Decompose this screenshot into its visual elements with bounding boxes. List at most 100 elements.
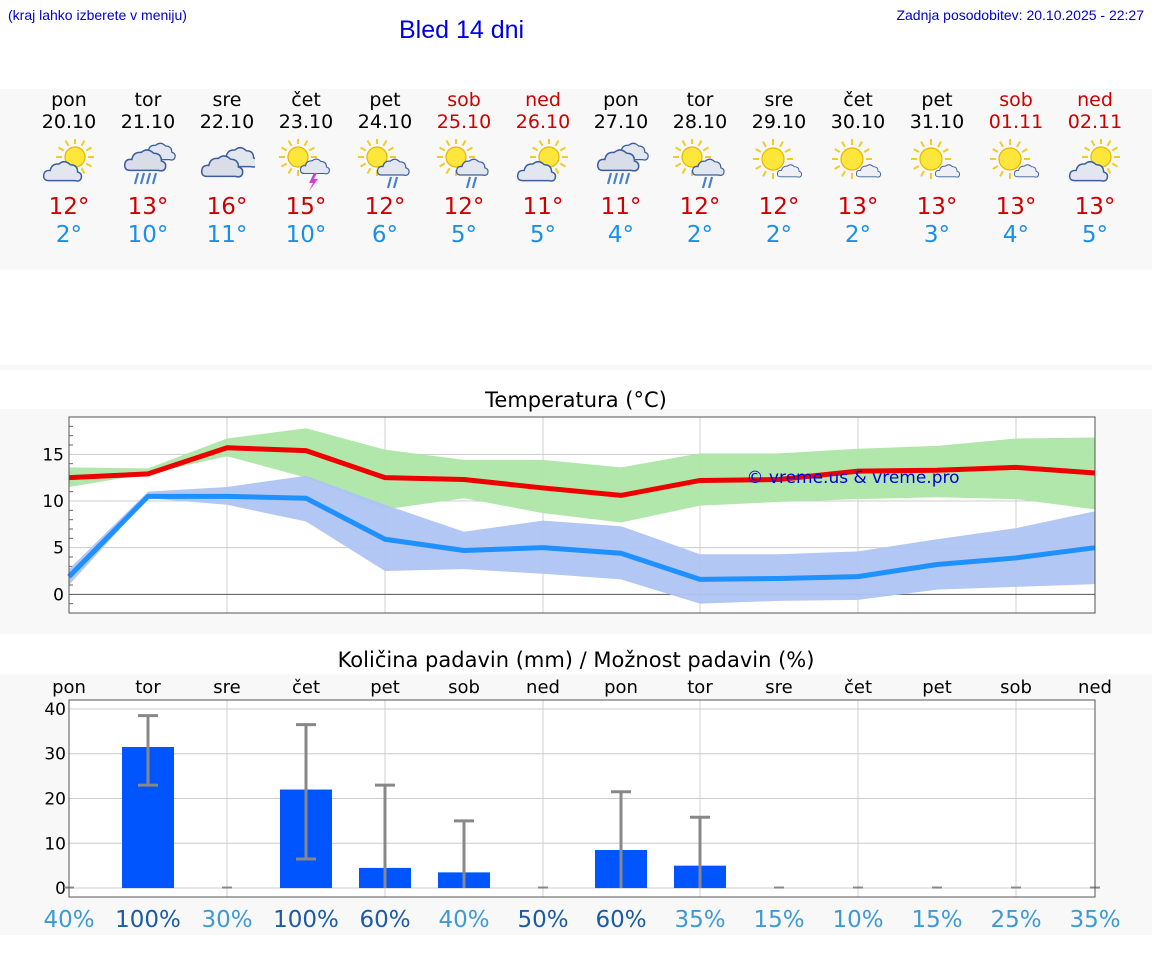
last-updated: Zadnja posodobitev: 20.10.2025 - 22:27 <box>896 7 1144 23</box>
day-forecast: ned 02.11 13° 5° <box>1055 89 1135 249</box>
day-forecast: ned 26.10 11° 5° <box>503 89 583 249</box>
low-temp: 10° <box>285 222 327 248</box>
day-forecast: pon 20.10 12° 2° <box>29 89 109 249</box>
precipitation-chart: pon tor sre čet pet sob ned pon tor sre čet pet sob n… <box>43 677 1120 933</box>
day-forecast: pet 31.10 13° 3° <box>897 89 977 249</box>
x-day-label: čet <box>292 677 320 698</box>
cloudy-heavy-rain-icon <box>593 139 649 191</box>
day-name: pon <box>603 89 639 111</box>
high-temp: 12° <box>679 194 721 220</box>
precip-probability: 60% <box>359 907 410 933</box>
precip-probability: 35% <box>674 907 725 933</box>
day-forecast: čet 30.10 13° 2° <box>818 89 898 249</box>
plot-frame <box>68 699 1096 898</box>
day-forecast: sre 29.10 12° 2° <box>739 89 819 249</box>
day-name: sob <box>999 89 1033 111</box>
precip-probability: 35% <box>1069 907 1120 933</box>
precip-probability: 30% <box>201 907 252 933</box>
day-date: 20.10 <box>41 111 97 133</box>
day-name: sob <box>447 89 481 111</box>
precip-probability: 15% <box>911 907 962 933</box>
sun-cloud-light-rain-icon <box>672 138 728 191</box>
partly-cloudy-icon <box>1067 138 1123 191</box>
high-temp: 13° <box>837 194 879 220</box>
location-hint: (kraj lahko izberete v meniju) <box>8 7 187 23</box>
day-date: 30.10 <box>830 111 886 133</box>
precip-probability: 25% <box>990 907 1041 933</box>
high-temp: 11° <box>522 194 564 220</box>
low-temp: 2° <box>55 222 83 248</box>
precip-probability: 100% <box>115 907 181 933</box>
low-temp: 10° <box>127 222 169 248</box>
precip-probability: 50% <box>517 907 568 933</box>
day-name: čet <box>291 89 321 111</box>
day-forecast: sob 01.11 13° 4° <box>976 89 1056 249</box>
x-day-label: sre <box>765 677 792 698</box>
mostly-sunny-icon <box>751 139 807 191</box>
day-date: 29.10 <box>751 111 807 133</box>
day-date: 27.10 <box>593 111 649 133</box>
x-day-label: pon <box>52 677 86 698</box>
y-tick-label: 10 <box>44 834 66 854</box>
y-tick-label: 10 <box>42 492 64 512</box>
forecast-band <box>0 89 1152 270</box>
x-day-label: pet <box>922 677 952 698</box>
x-day-label: sre <box>213 677 240 698</box>
day-date: 26.10 <box>515 111 571 133</box>
y-tick-label: 5 <box>53 539 64 559</box>
sun-cloud-light-rain-icon <box>357 138 413 191</box>
precip-probability: 100% <box>273 907 339 933</box>
high-temp: 15° <box>285 194 327 220</box>
max-temp-line <box>68 445 1096 498</box>
min-temp-line <box>67 493 1096 582</box>
day-date: 02.11 <box>1067 111 1123 133</box>
day-name: tor <box>686 89 714 111</box>
high-temp: 13° <box>916 194 958 220</box>
day-date: 01.11 <box>988 111 1044 133</box>
x-day-label: sob <box>448 677 480 698</box>
sun-cloud-thunder-icon <box>278 138 334 191</box>
day-name: pon <box>51 89 87 111</box>
y-tick-label: 0 <box>55 879 66 899</box>
x-day-label: ned <box>1078 677 1112 698</box>
day-name: tor <box>134 89 162 111</box>
day-name: ned <box>1077 89 1113 111</box>
day-date: 23.10 <box>278 111 334 133</box>
x-day-label: tor <box>135 677 161 698</box>
day-forecast: pon 27.10 11° 4° <box>581 89 661 249</box>
mostly-sunny-icon <box>830 139 886 191</box>
day-date: 31.10 <box>909 111 965 133</box>
day-forecast: sob 25.10 12° 5° <box>424 89 504 249</box>
day-forecast: pet 24.10 12° 6° <box>345 89 425 249</box>
day-date: 25.10 <box>436 111 492 133</box>
day-forecast: sre 22.10 16° 11° <box>187 89 267 249</box>
x-day-label: sob <box>1000 677 1032 698</box>
x-day-label: čet <box>844 677 872 698</box>
watermark: © vreme.us & vreme.pro <box>746 468 959 488</box>
y-tick-label: 40 <box>44 700 66 720</box>
high-temp: 12° <box>758 194 800 220</box>
precip-probability: 40% <box>43 907 94 933</box>
sun-cloud-light-rain-icon <box>436 138 492 191</box>
page-title: Bled 14 dni <box>399 16 525 44</box>
temp-chart-title: Temperatura (°C) <box>485 388 667 412</box>
y-tick-label: 30 <box>44 745 66 765</box>
day-forecast: čet 23.10 15° 10° <box>266 89 346 249</box>
low-temp: 5° <box>1081 222 1109 248</box>
low-temp: 5° <box>529 222 557 248</box>
precip-probability: 15% <box>753 907 804 933</box>
low-temp: 11° <box>206 222 248 248</box>
high-temp: 12° <box>48 194 90 220</box>
day-forecast: tor 21.10 13° 10° <box>108 89 188 249</box>
day-date: 24.10 <box>357 111 413 133</box>
partly-cloudy-icon <box>41 138 97 191</box>
day-name: sre <box>212 89 242 111</box>
low-temp: 4° <box>607 222 635 248</box>
low-temp: 2° <box>844 222 872 248</box>
spacer-band <box>0 365 1152 370</box>
day-date: 21.10 <box>120 111 176 133</box>
day-name: čet <box>843 89 873 111</box>
x-day-label: pon <box>604 677 638 698</box>
low-temp: 6° <box>371 222 399 248</box>
day-name: pet <box>369 89 401 111</box>
